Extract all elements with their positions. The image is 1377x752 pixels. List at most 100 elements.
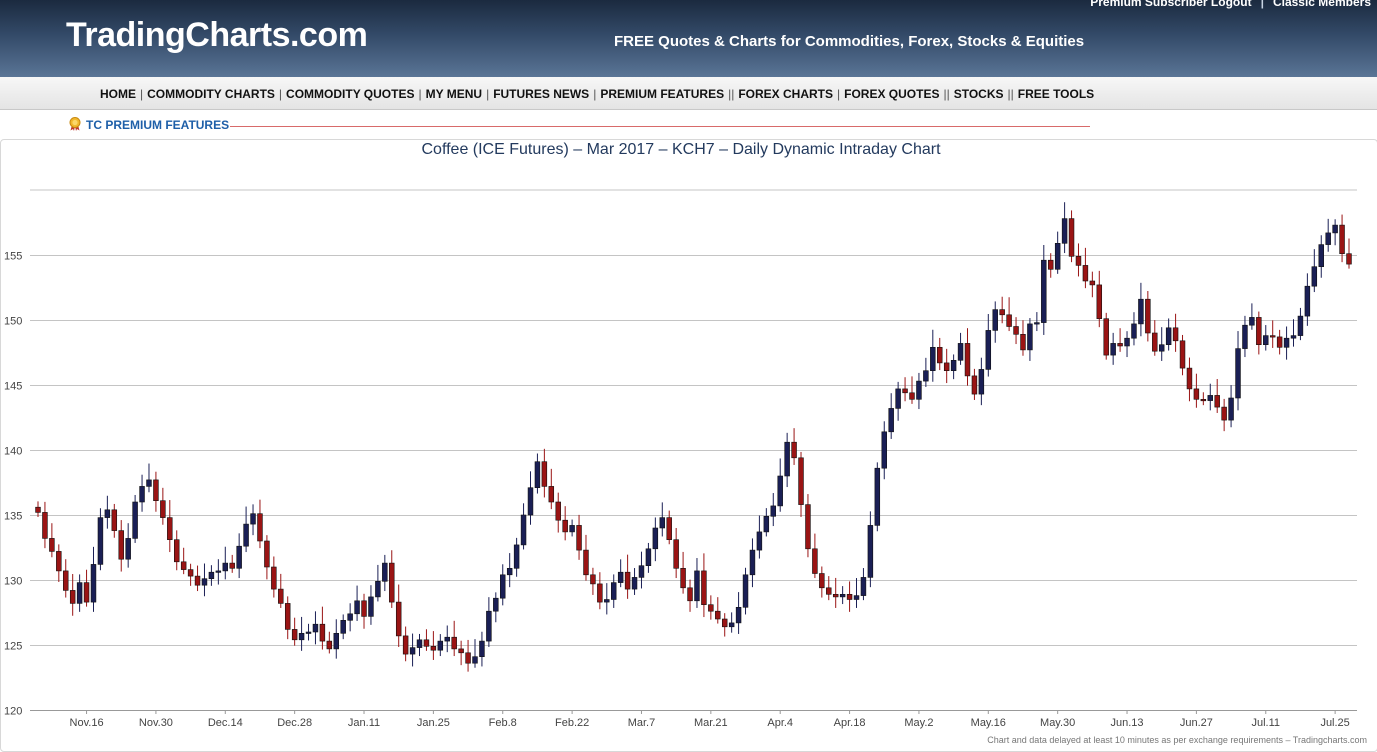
nav-futures-news[interactable]: FUTURES NEWS [493,87,590,101]
candle-body [354,600,360,615]
candle-body [1158,344,1165,352]
candle-body [423,639,430,647]
y-tick-label: 135 [4,511,22,523]
candle-body [1332,224,1338,234]
candle-body [340,619,346,634]
candle-body [347,613,353,621]
y-tick-label: 140 [4,446,22,458]
nav-forex-charts[interactable]: FOREX CHARTS [738,87,833,101]
candle-body [278,588,284,604]
candle-body [236,545,242,569]
candle-body [888,408,894,433]
x-tick-label: Jul.11 [1251,717,1280,729]
candle-body [479,640,485,657]
nav-commodity-charts[interactable]: COMMODITY CHARTS [147,87,275,101]
nav-my-menu[interactable]: MY MENU [425,87,483,101]
classic-members-link[interactable]: Classic Members [1272,0,1371,9]
candle-body [749,549,756,576]
candle-body [1200,398,1207,402]
candle-body [735,606,742,624]
x-tick-label: Jun.13 [1111,717,1144,729]
candle-body [118,530,124,560]
candle-body [839,593,846,598]
candle-body [617,571,624,583]
candle-body [770,505,776,517]
candle-body [1214,395,1220,408]
candle-body [562,519,568,533]
candle-body [527,487,534,516]
y-tick-label: 150 [4,316,22,328]
candle-body [375,580,381,598]
candle-body [895,388,901,409]
x-tick-label: Feb.8 [489,717,517,729]
candle-body [125,538,131,560]
candle-body [791,441,797,459]
candle-body [305,631,312,634]
candle-body [611,582,617,600]
premium-logout-link[interactable]: Premium Subscriber Logout [1090,0,1252,9]
candle-body [167,517,173,540]
x-tick-label: May.2 [904,717,933,729]
candle-body [902,388,908,394]
medal-icon [69,117,81,131]
candle-body [950,359,957,371]
candle-body [160,500,166,518]
candle-body [42,512,48,539]
nav-commodity-quotes[interactable]: COMMODITY QUOTES [286,87,415,101]
candle-body [319,623,326,642]
candle-body [784,441,790,477]
y-tick-label: 125 [4,641,22,653]
nav-home[interactable]: HOME [100,87,136,101]
candle-body [930,346,936,371]
x-tick-label: Feb.22 [555,717,589,729]
x-tick-label: Nov.16 [70,717,104,729]
candle-body [826,587,832,595]
candle-body [715,610,721,620]
candle-body [465,652,471,664]
candle-body [853,595,860,600]
candle-body [874,467,881,526]
candle-body [1075,255,1082,266]
candle-body [111,509,118,531]
nav-free-tools[interactable]: FREE TOOLS [1017,87,1095,101]
delay-footnote: Chart and data delayed at least 10 minut… [987,735,1367,745]
candle-body [243,523,249,547]
candle-body [680,567,686,589]
candle-body [1283,337,1290,348]
site-logo[interactable]: TradingCharts.com [66,16,368,54]
x-tick-label: Dec.14 [208,717,243,729]
candle-body [957,343,964,361]
candle-body [215,570,222,573]
candle-body [673,539,679,569]
candle-body [1290,335,1297,339]
candle-body [534,461,541,489]
site-tagline: FREE Quotes & Charts for Commodities, Fo… [614,33,1085,50]
nav-stocks[interactable]: STOCKS [953,87,1004,101]
candle-body [1096,284,1103,319]
candle-body [1235,348,1241,399]
candle-body [819,573,825,589]
candle-body [576,525,582,551]
x-tick-label: Jun.27 [1180,717,1213,729]
candle-body [146,479,152,487]
candle-body [1207,395,1213,401]
candle-body [756,531,763,551]
candle-body [1152,332,1158,352]
candle-body [1041,259,1047,323]
x-tick-label: Jan.11 [348,717,380,729]
candle-body [1145,298,1151,334]
candle-body [985,330,992,370]
candle-body [992,309,998,331]
candle-body [63,570,69,591]
candle-body [964,343,971,377]
candle-body [777,475,783,507]
candle-body [1089,280,1096,286]
candle-body [1117,343,1123,347]
nav-forex-quotes[interactable]: FOREX QUOTES [844,87,940,101]
candle-body [1346,253,1352,265]
candle-body [1318,244,1324,268]
x-tick-label: Apr.18 [834,717,866,729]
candle-body [409,647,416,655]
candle-body [1179,340,1186,369]
nav-premium-features[interactable]: PREMIUM FEATURES [600,87,725,101]
